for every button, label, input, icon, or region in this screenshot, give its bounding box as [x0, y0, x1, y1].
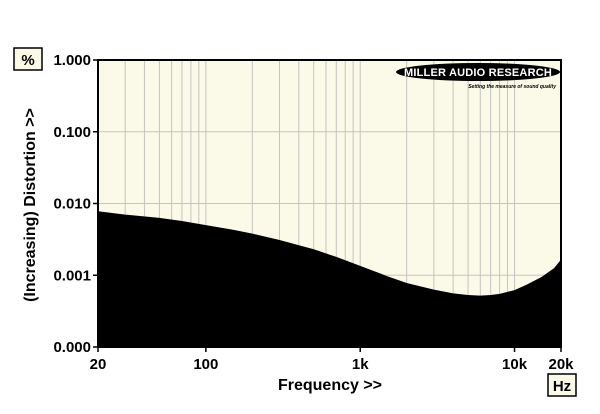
x-tick-label: 10k — [502, 356, 528, 373]
x-tick-label: 20k — [548, 356, 574, 373]
y-tick-label: 1.000 — [53, 52, 91, 69]
y-tick-label: 0.000 — [53, 339, 91, 356]
x-unit-box: Hz — [547, 373, 577, 397]
y-tick-labels: 1.000 0.100 0.010 0.001 0.000 — [53, 52, 98, 356]
x-tick-label: 20 — [90, 356, 107, 373]
y-tick-label: 0.100 — [53, 124, 91, 141]
logo-name: MILLER AUDIO RESEARCH — [404, 67, 552, 79]
y-axis-label: (Increasing) Distortion >> — [22, 108, 39, 302]
y-tick-label: 0.001 — [53, 267, 91, 284]
x-tick-label: 1k — [352, 356, 369, 373]
miller-audio-research-logo: MILLER AUDIO RESEARCH Setting the measur… — [396, 63, 560, 90]
y-unit-box-frame — [13, 47, 43, 71]
y-tick-label: 0.010 — [53, 196, 91, 213]
logo-badge — [396, 63, 560, 81]
x-tick-labels: 20 100 1k 10k 20k — [90, 347, 574, 373]
y-unit-box: % — [13, 47, 43, 71]
x-unit-box-frame — [547, 373, 577, 397]
y-unit-label: % — [21, 52, 34, 69]
x-tick-label: 100 — [193, 356, 218, 373]
x-unit-label: Hz — [553, 378, 571, 395]
x-axis-label: Frequency >> — [278, 377, 382, 394]
logo-tagline: Setting the measure of sound quality — [468, 84, 556, 90]
distortion-area — [98, 211, 561, 347]
